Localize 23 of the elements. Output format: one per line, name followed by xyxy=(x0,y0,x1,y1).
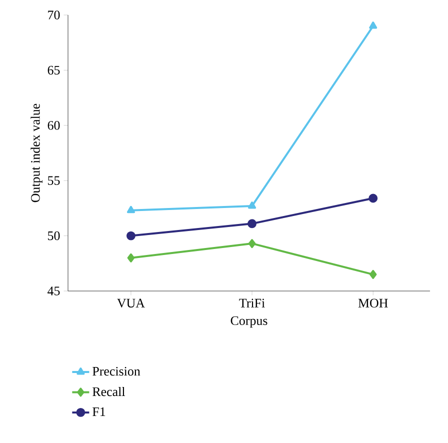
x-axis-title: Corpus xyxy=(230,316,268,328)
point xyxy=(369,270,377,279)
y-tick-label: 60 xyxy=(48,121,60,130)
point xyxy=(126,206,135,214)
y-tick-label: 45 xyxy=(48,286,60,296)
point xyxy=(248,219,257,228)
y-tick-label: 65 xyxy=(48,66,60,75)
point xyxy=(126,231,136,240)
point xyxy=(248,239,256,248)
legend-label: Precision xyxy=(92,366,140,376)
point xyxy=(368,194,378,203)
x-tick-label: TriFi xyxy=(239,298,265,308)
y-tick-label: 70 xyxy=(48,10,60,20)
point xyxy=(369,22,378,29)
x-tick-label: VUA xyxy=(117,298,145,308)
y-axis-title: Output index value xyxy=(30,104,42,202)
point xyxy=(248,202,256,209)
x-tick-label: MOH xyxy=(358,298,388,308)
legend-label: F1 xyxy=(92,407,106,416)
point xyxy=(127,253,135,262)
y-tick-label: 55 xyxy=(48,176,60,185)
legend-label: Recall xyxy=(92,386,126,396)
y-tick-label: 50 xyxy=(48,231,60,240)
